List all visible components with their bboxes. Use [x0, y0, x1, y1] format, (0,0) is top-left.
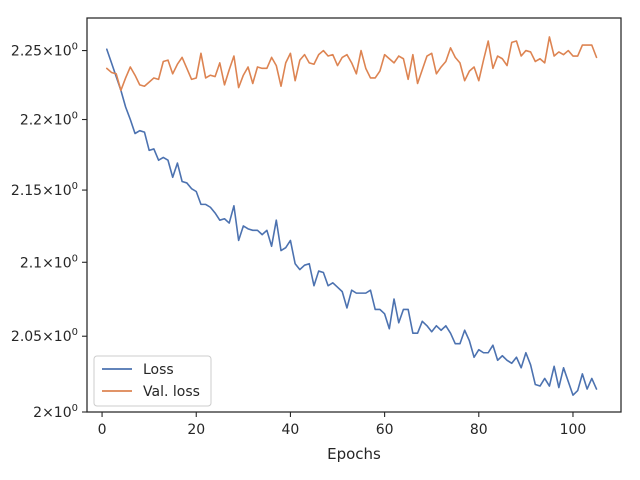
x-tick-label: 60: [376, 422, 394, 438]
y-tick-label: 2.2×100: [20, 111, 78, 129]
y-tick-label: 2.1×100: [20, 253, 78, 271]
y-axis-ticks: 2×100 2.05×100 2.1×100 2.15×100 2.2×100 2.25×…: [11, 42, 87, 421]
y-tick-label: 2×100: [33, 403, 78, 421]
y-tick-label: 2.05×100: [11, 327, 78, 345]
x-tick-label: 100: [560, 422, 587, 438]
x-axis-label: Epochs: [327, 445, 381, 463]
series-line-val-loss: [105, 36, 598, 92]
legend: Loss Val. loss: [93, 355, 212, 407]
legend-entry: Val. loss: [143, 384, 200, 400]
y-tick-label: 2.15×100: [11, 181, 78, 199]
plot-frame: [86, 17, 622, 413]
x-tick-label: 20: [187, 422, 205, 438]
plot-area: [86, 17, 622, 413]
x-tick-label: 40: [282, 422, 300, 438]
x-axis-ticks: 0 20 40 60 80 100: [98, 412, 587, 438]
x-tick-label: 0: [98, 422, 107, 438]
series-line-loss: [105, 48, 598, 396]
legend-entry: Loss: [143, 362, 174, 378]
series-layer: [105, 36, 598, 396]
x-tick-label: 80: [470, 422, 488, 438]
y-tick-label: 2.25×100: [11, 42, 78, 60]
